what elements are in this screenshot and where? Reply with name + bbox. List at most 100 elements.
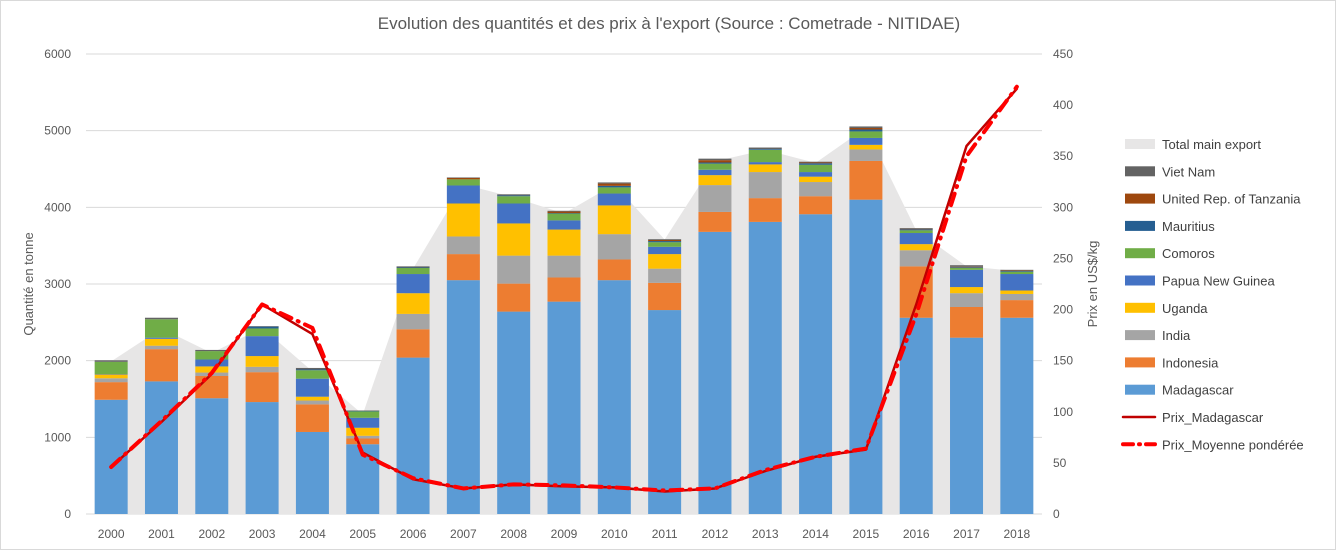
- bar-india-2003: [245, 366, 279, 373]
- bar-papua-new-guinea-2012: [698, 169, 732, 176]
- legend-label-mauritius: Mauritius: [1162, 219, 1215, 234]
- legend-label-indonesia: Indonesia: [1162, 355, 1219, 370]
- bar-viet-nam-2005: [346, 410, 380, 411]
- bar-united-rep-of-tanzania-2012: [698, 160, 732, 163]
- bar-papua-new-guinea-2001: [144, 337, 178, 339]
- bar-uganda-2005: [346, 427, 380, 436]
- y2-tick-label: 200: [1053, 303, 1073, 317]
- bar-madagascar-2018: [1000, 317, 1034, 514]
- y-tick-label: 4000: [44, 200, 71, 214]
- bar-india-2011: [648, 268, 682, 283]
- bar-comoros-2006: [396, 267, 430, 275]
- bar-indonesia-2012: [698, 211, 732, 232]
- bar-viet-nam-2006: [396, 266, 430, 268]
- bar-papua-new-guinea-2006: [396, 274, 430, 294]
- y2-axis-title: Prix en US$/kg: [1085, 241, 1100, 328]
- y-tick-label: 3000: [44, 277, 71, 291]
- bar-mauritius-2017: [950, 267, 984, 268]
- bar-indonesia-2015: [849, 160, 883, 200]
- bar-mauritius-2008: [497, 195, 531, 197]
- bar-mauritius-2013: [748, 149, 782, 150]
- bar-india-2008: [497, 255, 531, 284]
- bar-uganda-2017: [950, 287, 984, 294]
- bar-indonesia-2000: [94, 382, 128, 400]
- bar-united-rep-of-tanzania-2014: [799, 162, 833, 164]
- bar-indonesia-2009: [547, 277, 581, 302]
- bar-uganda-2001: [144, 338, 178, 346]
- x-tick-label: 2013: [752, 527, 779, 541]
- bar-papua-new-guinea-2008: [497, 203, 531, 224]
- x-tick-label: 2000: [98, 527, 125, 541]
- bar-mauritius-2006: [396, 267, 430, 269]
- x-tick-label: 2003: [249, 527, 276, 541]
- bar-viet-nam-2000: [94, 360, 128, 362]
- bar-viet-nam-2014: [799, 161, 833, 163]
- legend-swatch-total-main-export: [1125, 139, 1155, 149]
- y2-tick-label: 250: [1053, 251, 1073, 265]
- bar-india-2000: [94, 378, 128, 383]
- bar-indonesia-2013: [748, 198, 782, 222]
- bar-india-2010: [597, 234, 631, 260]
- x-tick-label: 2007: [450, 527, 477, 541]
- bar-viet-nam-2017: [950, 265, 984, 267]
- bar-comoros-2011: [648, 242, 682, 247]
- bar-comoros-2010: [597, 187, 631, 194]
- bar-papua-new-guinea-2003: [245, 336, 279, 357]
- bar-uganda-2006: [396, 293, 430, 314]
- y-tick-label: 0: [64, 507, 71, 521]
- bar-viet-nam-2010: [597, 182, 631, 184]
- bar-comoros-2016: [899, 230, 933, 234]
- legend-swatch-comoros: [1125, 248, 1155, 259]
- bar-united-rep-of-tanzania-2017: [950, 266, 984, 268]
- bar-indonesia-2003: [245, 372, 279, 403]
- bar-indonesia-2002: [195, 376, 229, 399]
- bar-comoros-2002: [195, 351, 229, 360]
- bar-comoros-2017: [950, 267, 984, 270]
- bar-mauritius-2009: [547, 213, 581, 214]
- bar-uganda-2014: [799, 176, 833, 183]
- bar-comoros-2000: [94, 361, 128, 375]
- legend-label-comoros: Comoros: [1162, 246, 1215, 261]
- bar-mauritius-2010: [597, 185, 631, 188]
- legend-swatch-uganda: [1125, 302, 1155, 313]
- bar-madagascar-2010: [597, 280, 631, 514]
- bar-viet-nam-2002: [195, 349, 229, 352]
- bar-mauritius-2011: [648, 241, 682, 243]
- bar-indonesia-2010: [597, 259, 631, 281]
- x-tick-label: 2005: [349, 527, 376, 541]
- bar-comoros-2003: [245, 328, 279, 337]
- y2-tick-label: 150: [1053, 354, 1073, 368]
- bar-comoros-2004: [295, 370, 329, 379]
- bar-indonesia-2005: [346, 438, 380, 445]
- legend-label-total-main-export: Total main export: [1162, 137, 1261, 152]
- y-axis-right: 0 50 100 150 200 250 300 350 400 450: [1053, 47, 1073, 521]
- legend-swatch-mauritius: [1125, 220, 1155, 231]
- bar-madagascar-2004: [295, 431, 329, 514]
- x-tick-label: 2009: [551, 527, 578, 541]
- bar-india-2004: [295, 400, 329, 405]
- bar-india-2016: [899, 250, 933, 267]
- bar-viet-nam-2011: [648, 239, 682, 240]
- bar-united-rep-of-tanzania-2011: [648, 239, 682, 242]
- bar-madagascar-2017: [950, 337, 984, 514]
- bar-comoros-2009: [547, 213, 581, 221]
- bar-uganda-2002: [195, 366, 229, 373]
- bar-viet-nam-2016: [899, 228, 933, 229]
- bar-uganda-2007: [446, 203, 480, 237]
- legend-label-madagascar: Madagascar: [1162, 383, 1234, 398]
- bar-uganda-2016: [899, 244, 933, 251]
- bar-papua-new-guinea-2005: [346, 417, 380, 428]
- y2-tick-label: 300: [1053, 200, 1073, 214]
- bar-comoros-2007: [446, 179, 480, 186]
- bar-madagascar-2002: [195, 398, 229, 514]
- bar-papua-new-guinea-2018: [1000, 274, 1034, 291]
- legend-label-prix-moyenne-pond-r-e: Prix_Moyenne pondérée: [1162, 437, 1304, 452]
- bar-comoros-2018: [1000, 271, 1034, 275]
- bar-india-2018: [1000, 293, 1034, 301]
- x-tick-label: 2016: [903, 527, 930, 541]
- bar-madagascar-2011: [648, 310, 682, 514]
- bar-mauritius-2015: [849, 129, 883, 132]
- bar-madagascar-2012: [698, 231, 732, 514]
- bar-uganda-2018: [1000, 290, 1034, 294]
